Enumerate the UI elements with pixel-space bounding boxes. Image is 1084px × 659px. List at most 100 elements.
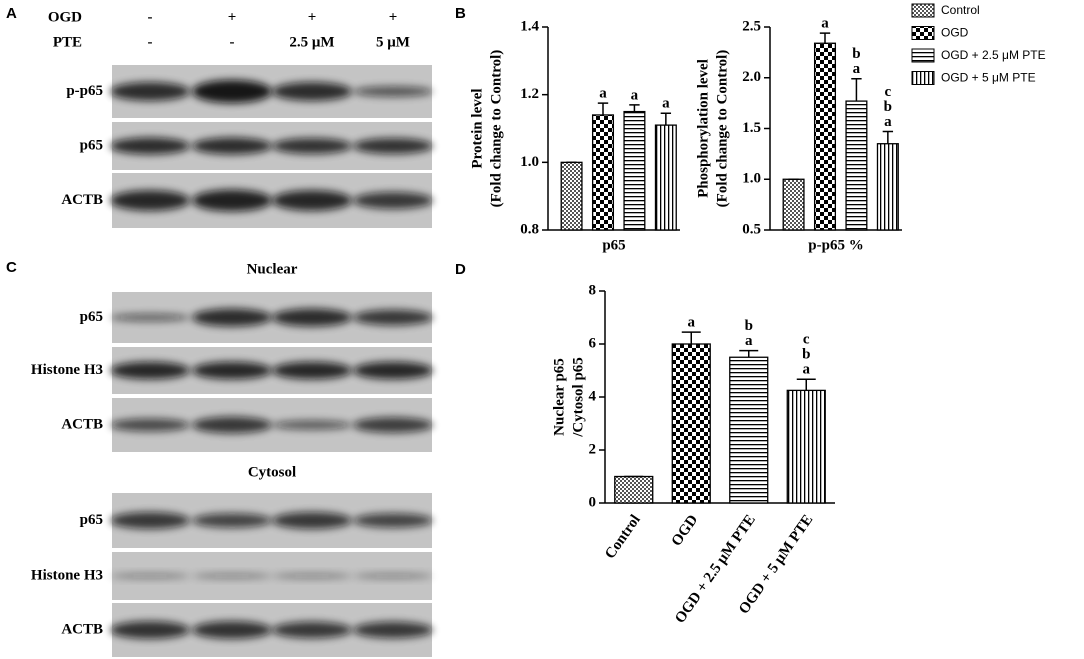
legend-label: OGD + 2.5 μM PTE (941, 48, 1046, 62)
band-label: p65 (80, 309, 103, 325)
y-tick-label: 1.4 (520, 18, 539, 34)
legend-label: Control (941, 3, 980, 17)
blot-band (192, 573, 272, 579)
legend-swatch (911, 26, 935, 40)
row-cell: - (230, 34, 235, 50)
y-tick-label: 1.2 (520, 86, 539, 102)
significance-letter: a (662, 96, 670, 112)
y-tick-label: 2.5 (742, 18, 761, 34)
row-cell: 5 μM (376, 34, 410, 50)
blot-band (192, 416, 272, 434)
blot-band (110, 137, 190, 155)
blot-band (353, 86, 433, 97)
blot-band (110, 512, 190, 529)
blot-band (353, 417, 433, 433)
panel-letter: C (6, 259, 17, 276)
legend-swatch (911, 3, 935, 18)
row-label: PTE (53, 34, 82, 50)
x-tick-label: p-p65 % (808, 237, 863, 253)
blot-band (110, 82, 190, 101)
blot-band (110, 190, 190, 211)
bar (623, 110, 646, 231)
blot-band (192, 189, 272, 212)
y-tick-label: 1.0 (520, 154, 539, 170)
band-label: p-p65 (66, 83, 103, 99)
significance-letter: c (885, 84, 892, 100)
blot-band (192, 137, 272, 155)
band-label: Histone H3 (31, 362, 103, 378)
y-tick-label: 1.5 (742, 120, 761, 136)
section-title: Cytosol (248, 464, 296, 480)
blot-band (272, 573, 352, 579)
row-cell: - (148, 34, 153, 50)
y-axis-label: Protein level (469, 88, 485, 168)
blot-band (192, 513, 272, 528)
y-tick-label: 6 (589, 335, 597, 351)
error-bar (796, 378, 816, 391)
panel-letter: A (6, 5, 17, 22)
row-cell: + (228, 9, 237, 25)
legend-label: OGD + 5 μM PTE (941, 71, 1036, 85)
bar (782, 178, 805, 231)
bar (671, 343, 711, 504)
legend-swatch (911, 71, 935, 85)
significance-letter: a (821, 16, 829, 32)
y-axis-label: (Fold change to Control) (488, 50, 504, 208)
panel-letter: B (455, 5, 466, 22)
blot-band (192, 621, 272, 639)
y-axis-label: (Fold change to Control) (714, 50, 730, 208)
bar (876, 143, 899, 231)
band-label: ACTB (61, 416, 103, 432)
bar (845, 100, 868, 231)
blot-band (272, 512, 352, 529)
blot-band (110, 573, 190, 579)
blot-band (353, 309, 433, 326)
y-tick-label: 4 (589, 388, 597, 404)
band-label: ACTB (61, 621, 103, 637)
y-tick-label: 2.0 (742, 69, 761, 85)
error-bar (819, 32, 831, 44)
blot-band (353, 138, 433, 154)
significance-letter: a (599, 86, 607, 102)
blot-band (353, 513, 433, 528)
x-tick-label: p65 (602, 237, 625, 253)
row-cell: - (148, 9, 153, 25)
x-tick-label: Control (602, 512, 644, 562)
blot-band (110, 621, 190, 639)
band-label: Histone H3 (31, 567, 103, 583)
error-bar (629, 104, 640, 112)
blot-band (353, 573, 433, 579)
error-bar (681, 331, 701, 344)
significance-letter: c (803, 332, 810, 348)
blot-band (192, 79, 272, 104)
y-tick-label: 0.5 (742, 221, 761, 237)
band-label: p65 (80, 512, 103, 528)
significance-letter: b (884, 99, 892, 115)
error-bar (660, 112, 672, 126)
blot-band (272, 420, 352, 430)
bar (729, 356, 769, 504)
y-axis-label: Phosphorylation level (695, 59, 711, 198)
significance-letter: b (852, 46, 860, 62)
blot-band (192, 361, 272, 380)
error-bar (597, 102, 609, 115)
bar (614, 475, 654, 504)
panel-letter: D (455, 261, 466, 278)
bar (654, 124, 677, 231)
blot-band (110, 418, 190, 432)
blot-band (272, 621, 352, 639)
y-tick-label: 8 (589, 282, 597, 298)
row-label: OGD (48, 9, 82, 25)
legend-swatch (911, 48, 935, 63)
bar (591, 114, 615, 231)
blot-band (272, 138, 352, 154)
blot-band (272, 361, 352, 380)
band-label: ACTB (61, 192, 103, 208)
significance-letter: a (884, 114, 892, 130)
blot-band (110, 361, 190, 380)
significance-letter: a (688, 315, 696, 331)
error-bar (882, 130, 894, 144)
blot-band (272, 82, 352, 101)
